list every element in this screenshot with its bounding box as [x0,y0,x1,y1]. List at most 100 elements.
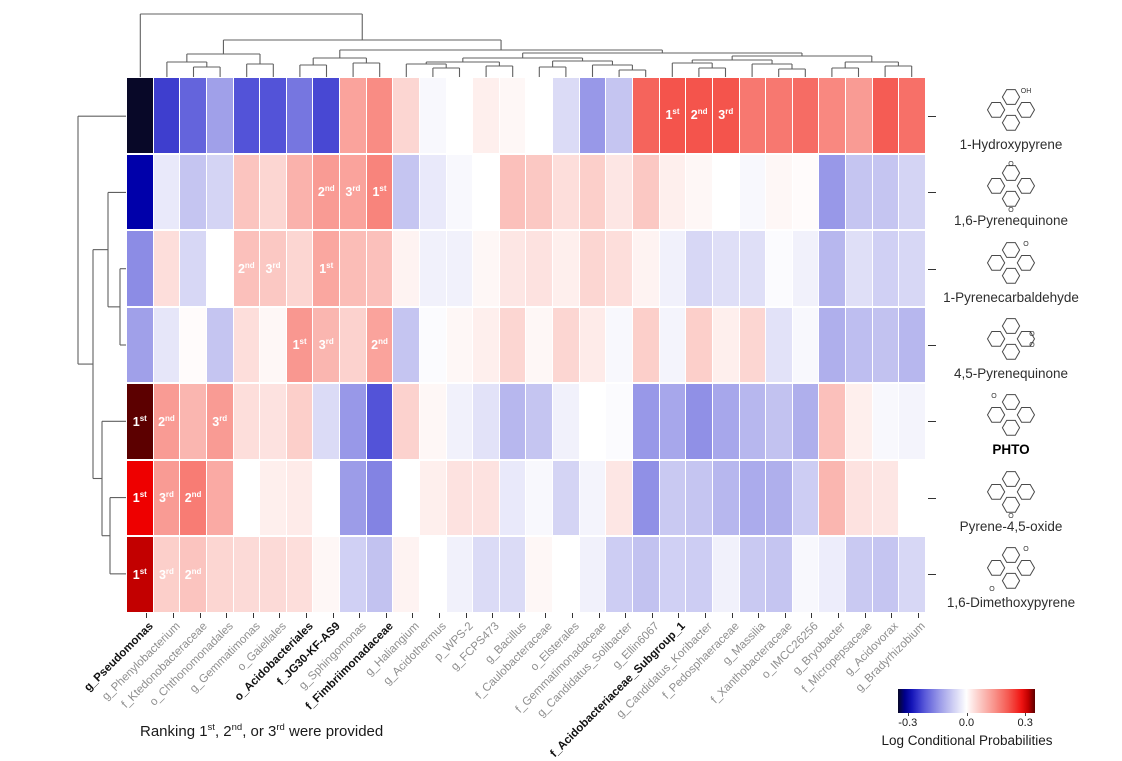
heatmap-cell [206,307,233,383]
heatmap-cell [846,307,872,383]
heatmap-cell [712,460,739,536]
heatmap-cell [127,307,153,383]
heatmap-cell [419,460,446,536]
heatmap-cell [633,154,659,230]
rank-annotation: 3rd [212,413,228,429]
heatmap-cell: 1st [127,537,153,612]
heatmap-cell [393,154,419,230]
x-tick [438,613,440,618]
heatmap-cell [766,384,792,459]
heatmap-cell [659,307,686,383]
heatmap-cell [313,384,340,459]
heatmap-cell [340,231,366,306]
x-tick [172,613,174,618]
heatmap-cell [766,537,792,612]
heatmap-cell: 3rd [712,78,739,153]
x-tick [492,613,494,618]
heatmap-cell [872,154,899,230]
heatmap-cell [473,231,499,306]
heatmap-cell [206,460,233,536]
x-tick [678,613,680,618]
svg-text:O: O [1023,241,1029,248]
heatmap-cell [473,154,499,230]
chemical-structure: O [986,241,1036,284]
x-tick [758,613,760,618]
heatmap-cell [579,384,606,459]
heatmap-cell [313,78,340,153]
heatmap-cell [553,78,579,153]
column-dendrogram [139,13,913,77]
x-tick [305,613,307,618]
heatmap-cell [766,78,792,153]
colorbar-tick [1025,713,1027,716]
colorbar-gradient [898,689,1035,713]
heatmap-cell [819,384,846,459]
x-tick [199,613,201,618]
heatmap-cell [899,537,925,612]
rank-annotation: 1st [665,107,680,123]
heatmap-cell [260,307,286,383]
x-tick [625,613,627,618]
heatmap-cell [659,384,686,459]
heatmap-cell [366,384,393,459]
heatmap-cell [446,384,473,459]
rank-annotation: 3rd [318,337,334,353]
heatmap-cell [366,231,393,306]
heatmap-cell [633,384,659,459]
heatmap-cell [180,78,206,153]
heatmap-cell [393,307,419,383]
heatmap-cell [899,307,925,383]
colorbar-tick-label: 0.0 [958,717,975,729]
chemical-structure: OO [986,161,1036,214]
heatmap-cell [766,154,792,230]
heatmap-cell: 3rd [313,307,340,383]
caption-text: Ranking 1 [140,723,208,740]
heatmap-cell [553,384,579,459]
heatmap-cell [286,78,313,153]
heatmap-cell [633,307,659,383]
row-tick [928,345,936,346]
heatmap-cell [233,460,260,536]
heatmap-cell [499,460,526,536]
x-tick [412,613,414,618]
heatmap-cell [659,154,686,230]
heatmap-cell [393,231,419,306]
x-tick [651,613,653,618]
heatmap-cell [579,460,606,536]
row-tick [928,421,936,422]
heatmap-cell [233,154,260,230]
heatmap-cell [633,78,659,153]
rank-annotation: 2nd [690,107,708,123]
x-tick [837,613,839,618]
heatmap-cell [499,384,526,459]
heatmap-cell [739,307,766,383]
heatmap-cell [286,231,313,306]
x-tick [704,613,706,618]
heatmap-cell [419,231,446,306]
heatmap-cell: 1st [659,78,686,153]
heatmap-cell [233,78,260,153]
compound-label: 1,6-Dimethoxypyrene [946,594,1076,610]
heatmap-cell [899,231,925,306]
heatmap-cell [792,384,819,459]
heatmap-cell [792,460,819,536]
rank-annotation: 2nd [237,260,255,276]
row-tick [928,116,936,117]
heatmap-cell [473,460,499,536]
heatmap-cell [712,384,739,459]
heatmap-cell [340,78,366,153]
heatmap-cell [419,154,446,230]
chemical-structure: OO [986,546,1036,593]
heatmap-cell [446,154,473,230]
x-tick [811,613,813,618]
heatmap-cell [846,537,872,612]
heatmap-cell [153,154,180,230]
heatmap-cell [180,231,206,306]
heatmap-cell: 1st [127,384,153,459]
heatmap-cell [499,307,526,383]
heatmap-cell [739,537,766,612]
heatmap-cell [686,460,712,536]
x-tick [226,613,228,618]
heatmap-cell [340,460,366,536]
